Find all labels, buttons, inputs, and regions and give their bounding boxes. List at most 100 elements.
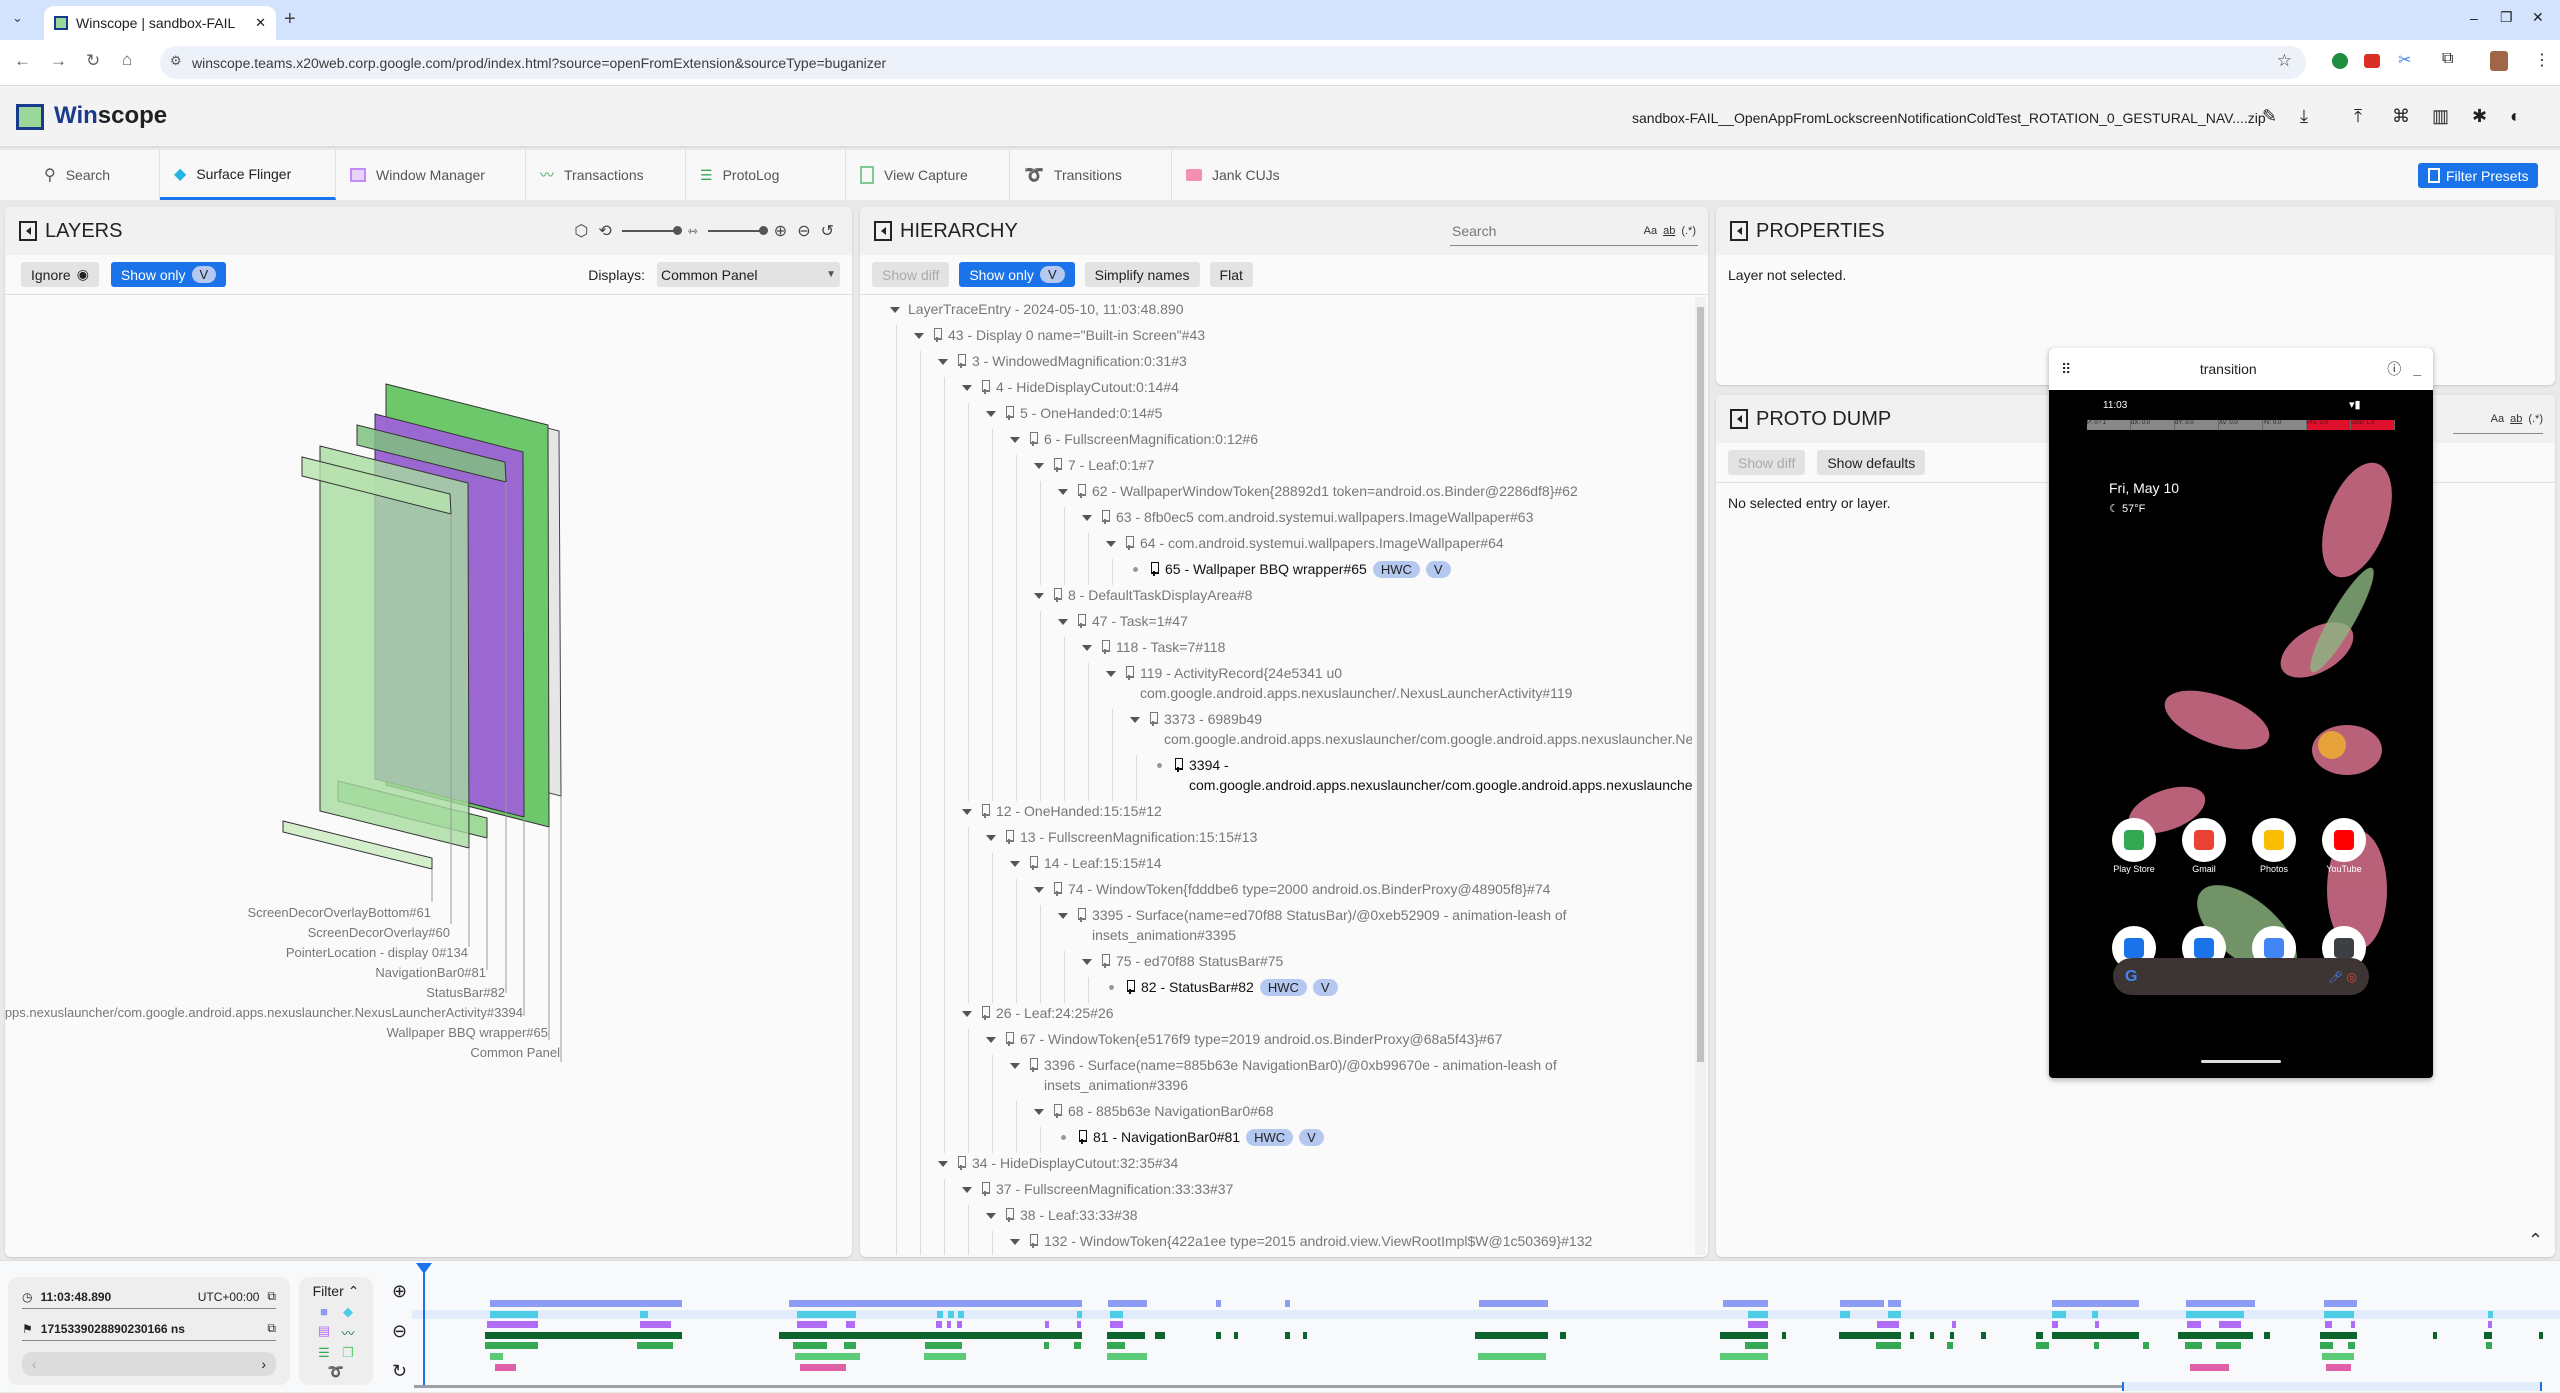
timeline-cursor[interactable] bbox=[423, 1265, 425, 1387]
timeline-entry[interactable] bbox=[2035, 1342, 2050, 1349]
timeline-entry[interactable] bbox=[1877, 1321, 1900, 1328]
timeline-entry[interactable] bbox=[2326, 1364, 2352, 1371]
expand-arrow-icon[interactable] bbox=[1034, 887, 1044, 893]
timeline-entry[interactable] bbox=[2325, 1321, 2332, 1328]
tree-node[interactable]: 75 - ed70f88 StatusBar#75 bbox=[1082, 951, 1680, 971]
zoom-out-icon[interactable]: ⊖ bbox=[797, 223, 811, 240]
show-defaults-button[interactable]: Show defaults bbox=[1817, 450, 1926, 475]
timeline-entry[interactable] bbox=[639, 1321, 672, 1328]
pin-icon[interactable] bbox=[1076, 614, 1086, 628]
pin-icon[interactable] bbox=[1004, 1208, 1014, 1222]
timeline-entry[interactable] bbox=[947, 1321, 952, 1328]
tree-node[interactable]: 63 - 8fb0ec5 com.android.systemui.wallpa… bbox=[1082, 507, 1680, 527]
timeline-entry[interactable] bbox=[1888, 1311, 1901, 1318]
timeline-entry[interactable] bbox=[2052, 1332, 2140, 1339]
documentation-icon[interactable]: ▥ bbox=[2432, 106, 2450, 126]
tree-node[interactable]: 3373 - 6989b49 com.google.android.apps.n… bbox=[1130, 709, 1692, 750]
tree-node[interactable]: 47 - Task=1#47 bbox=[1058, 611, 1680, 631]
tree-node[interactable]: 62 - WallpaperWindowToken{28892d1 token=… bbox=[1058, 481, 1680, 501]
expand-arrow-icon[interactable] bbox=[962, 809, 972, 815]
tab-view-capture[interactable]: View Capture bbox=[846, 150, 1010, 200]
regex-toggle[interactable]: (.*) bbox=[1681, 224, 1696, 237]
filter-presets-button[interactable]: Filter Presets bbox=[2418, 163, 2539, 188]
tree-node[interactable]: 3396 - Surface(name=885b63e NavigationBa… bbox=[1010, 1055, 1680, 1095]
timeline-entry[interactable] bbox=[796, 1321, 828, 1328]
pin-icon[interactable] bbox=[1052, 458, 1062, 472]
timeline-entry[interactable] bbox=[1155, 1332, 1165, 1339]
timeline-entry[interactable] bbox=[795, 1353, 861, 1360]
expand-arrow-icon[interactable] bbox=[986, 1037, 996, 1043]
simplify-names-button[interactable]: Simplify names bbox=[1084, 262, 1200, 287]
home-icon[interactable]: ⌂ bbox=[122, 50, 133, 69]
collapse-panel-icon[interactable] bbox=[1730, 409, 1748, 429]
timeline-entry[interactable] bbox=[1106, 1353, 1147, 1360]
expand-arrow-icon[interactable] bbox=[1130, 717, 1140, 723]
timeline-entry[interactable] bbox=[2216, 1342, 2241, 1349]
timeline-entry[interactable] bbox=[1840, 1300, 1885, 1307]
pin-icon[interactable] bbox=[1173, 758, 1183, 772]
timeline-entry[interactable] bbox=[1910, 1332, 1915, 1339]
list-icon[interactable]: ☰ bbox=[318, 1345, 330, 1360]
timeline-entry[interactable] bbox=[796, 1311, 857, 1318]
pin-icon[interactable] bbox=[1148, 712, 1158, 726]
expand-arrow-icon[interactable] bbox=[1082, 959, 1092, 965]
expand-arrow-icon[interactable] bbox=[938, 359, 948, 365]
pin-icon[interactable] bbox=[1076, 484, 1086, 498]
timeline-entry[interactable] bbox=[2052, 1300, 2140, 1307]
reset-zoom-icon[interactable]: ↻ bbox=[392, 1361, 408, 1381]
whole-word-toggle[interactable]: ab bbox=[1663, 224, 1676, 237]
timeline-entry[interactable] bbox=[639, 1311, 649, 1318]
tree-node[interactable]: 119 - ActivityRecord{24e5341 u0 com.goog… bbox=[1106, 663, 1680, 703]
expand-arrow-icon[interactable] bbox=[1058, 489, 1068, 495]
timeline-entry[interactable] bbox=[2093, 1342, 2100, 1349]
timeline-entry[interactable] bbox=[1560, 1332, 1566, 1339]
edit-icon[interactable]: ✎ bbox=[2262, 106, 2278, 126]
timeline-entry[interactable] bbox=[1840, 1311, 1850, 1318]
timeline-entry[interactable] bbox=[495, 1364, 516, 1371]
timeline-entry[interactable] bbox=[788, 1300, 1083, 1307]
timeline-entry[interactable] bbox=[1076, 1311, 1083, 1318]
tree-node[interactable]: 74 - WindowToken{fdddbe6 type=2000 andro… bbox=[1034, 879, 1680, 899]
screen-recording-icon[interactable]: ■ bbox=[320, 1304, 328, 1319]
drag-handle-icon[interactable]: ⠿ bbox=[2061, 360, 2071, 377]
close-tab-icon[interactable]: ✕ bbox=[255, 15, 266, 30]
tree-node[interactable]: 118 - Task=7#118 bbox=[1082, 637, 1680, 657]
tree-node[interactable]: 43 - Display 0 name="Built-in Screen"#43 bbox=[914, 325, 1680, 345]
timeline-entry[interactable] bbox=[1109, 1321, 1124, 1328]
pin-icon[interactable] bbox=[932, 328, 942, 342]
tree-node[interactable]: 13 - FullscreenMagnification:15:15#13 bbox=[986, 827, 1680, 847]
timeline-entry[interactable] bbox=[2052, 1311, 2066, 1318]
pin-icon[interactable] bbox=[1052, 588, 1062, 602]
info-icon[interactable]: ⓘ bbox=[2387, 361, 2402, 377]
expand-arrow-icon[interactable] bbox=[1010, 1063, 1020, 1069]
chrome-menu-icon[interactable]: ⋮ bbox=[2534, 52, 2550, 69]
pin-icon[interactable] bbox=[1100, 954, 1110, 968]
pin-icon[interactable] bbox=[1100, 510, 1110, 524]
timeline-entry[interactable] bbox=[2187, 1321, 2202, 1328]
tree-node[interactable]: 68 - 885b63e NavigationBar0#68 bbox=[1034, 1101, 1680, 1121]
collapse-panel-icon[interactable] bbox=[874, 221, 892, 241]
scissors-icon[interactable]: ✂ bbox=[2398, 52, 2412, 69]
timeline-entry[interactable] bbox=[489, 1300, 683, 1307]
expand-arrow-icon[interactable] bbox=[986, 835, 996, 841]
transitions-icon[interactable]: ➰ bbox=[327, 1364, 345, 1379]
pin-icon[interactable] bbox=[980, 1006, 990, 1020]
expand-arrow-icon[interactable] bbox=[1010, 437, 1020, 443]
tab-transactions[interactable]: 〰 Transactions bbox=[526, 150, 686, 200]
timeline-entry[interactable] bbox=[1888, 1300, 1901, 1307]
timeline-scroll-track[interactable] bbox=[414, 1385, 2122, 1388]
extension-red-icon[interactable] bbox=[2364, 54, 2380, 68]
timeline-entry[interactable] bbox=[2483, 1332, 2492, 1339]
close-window-icon[interactable]: ✕ bbox=[2532, 9, 2544, 25]
restore-icon[interactable]: ❐ bbox=[2500, 9, 2513, 25]
expand-arrow-icon[interactable] bbox=[1034, 463, 1044, 469]
tree-node[interactable]: 3 - WindowedMagnification:0:31#3 bbox=[938, 351, 1680, 371]
timeline-entry[interactable] bbox=[1747, 1321, 1769, 1328]
timeline-entry[interactable] bbox=[956, 1321, 963, 1328]
tree-node[interactable]: 34 - HideDisplayCutout:32:35#34 bbox=[938, 1153, 1680, 1173]
timeline-entry[interactable] bbox=[1720, 1353, 1769, 1360]
new-tab-icon[interactable]: + bbox=[284, 8, 296, 30]
expand-arrow-icon[interactable] bbox=[1058, 913, 1068, 919]
pin-icon[interactable] bbox=[1028, 432, 1038, 446]
match-case-toggle[interactable]: Aa bbox=[1643, 224, 1658, 237]
